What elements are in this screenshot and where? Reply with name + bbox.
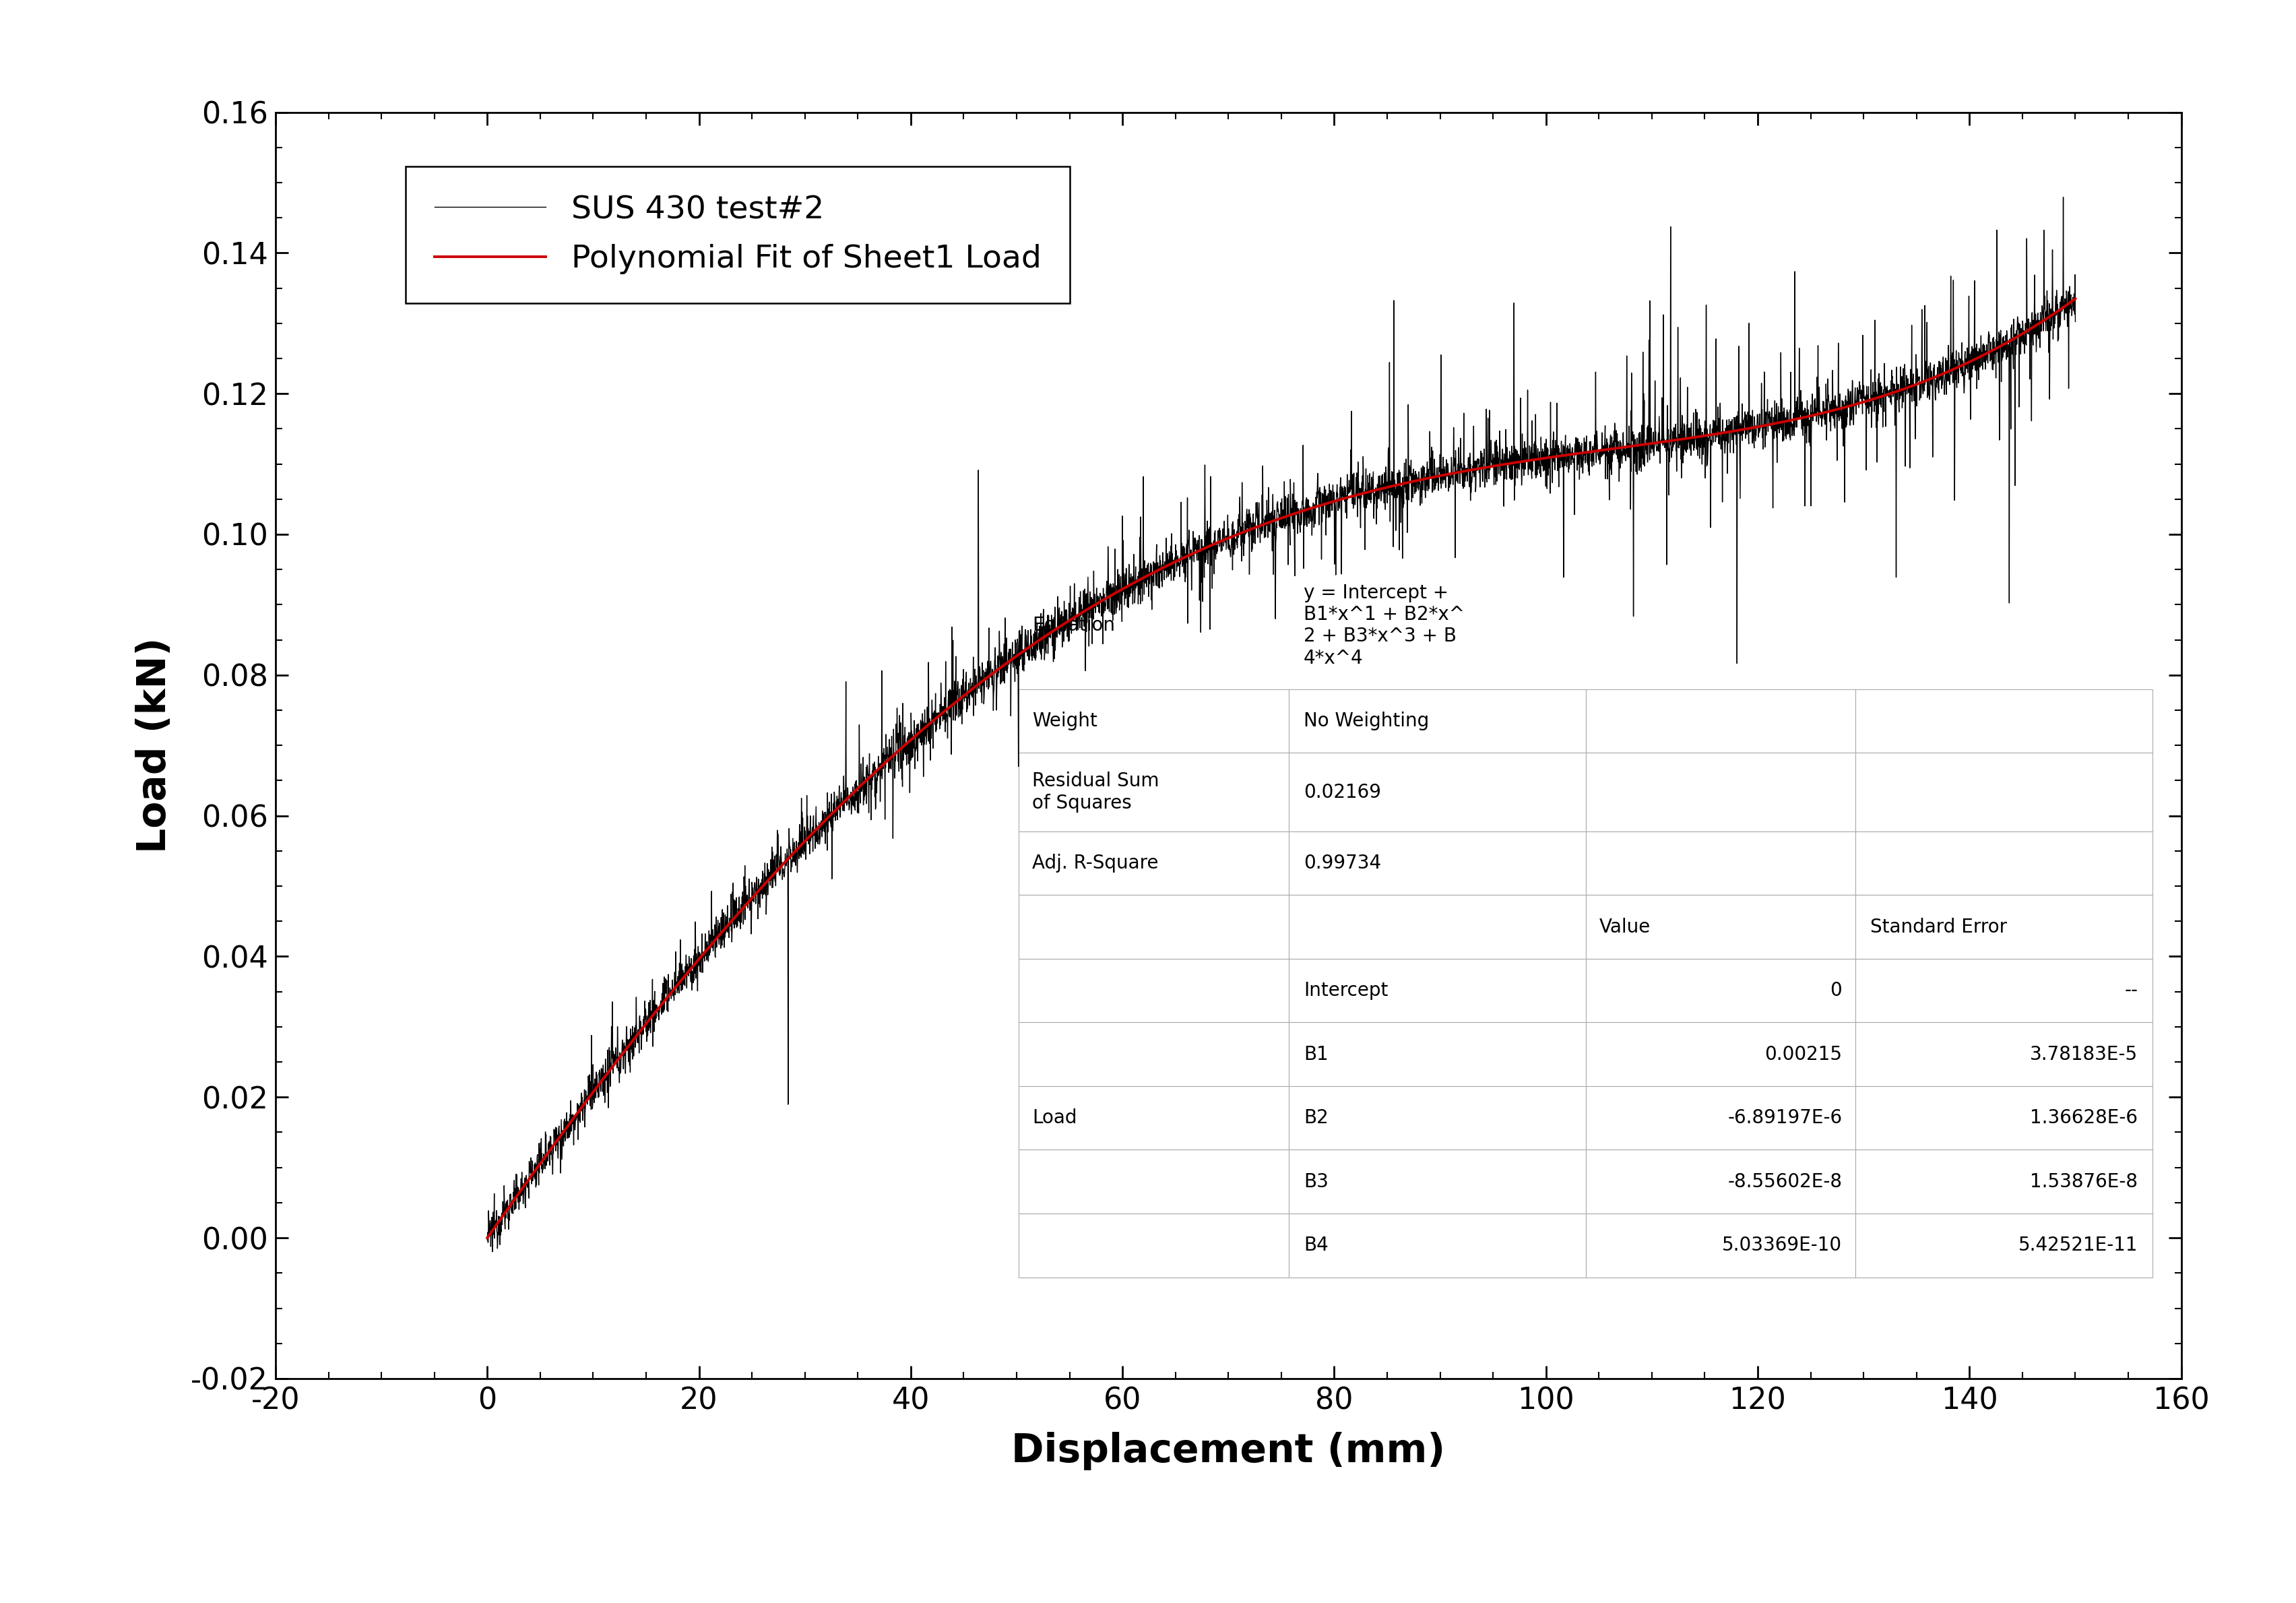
SUS 430 test#2 xyxy=(1779,420,1807,439)
Line: Polynomial Fit of Sheet1 Load: Polynomial Fit of Sheet1 Load xyxy=(487,298,2076,1238)
Line: SUS 430 test#2: SUS 430 test#2 xyxy=(487,197,2076,1252)
SUS 430 test#2 xyxy=(1426,446,1453,465)
X-axis label: Displacement (mm): Displacement (mm) xyxy=(1010,1431,1446,1470)
Polynomial Fit of Sheet1 Load xyxy=(1410,470,1437,489)
SUS 430 test#2 xyxy=(762,858,790,877)
Polynomial Fit of Sheet1 Load xyxy=(473,1228,501,1247)
Y-axis label: Load (kN): Load (kN) xyxy=(135,638,174,853)
Polynomial Fit of Sheet1 Load xyxy=(2062,289,2089,308)
SUS 430 test#2 xyxy=(1506,454,1534,473)
SUS 430 test#2 xyxy=(1081,592,1109,611)
Polynomial Fit of Sheet1 Load xyxy=(1534,449,1561,468)
Legend: SUS 430 test#2, Polynomial Fit of Sheet1 Load: SUS 430 test#2, Polynomial Fit of Sheet1… xyxy=(406,167,1070,303)
SUS 430 test#2 xyxy=(478,1242,505,1262)
Polynomial Fit of Sheet1 Load xyxy=(755,870,783,890)
SUS 430 test#2 xyxy=(2062,313,2089,332)
SUS 430 test#2 xyxy=(1658,441,1685,460)
SUS 430 test#2 xyxy=(2050,188,2078,207)
Polynomial Fit of Sheet1 Load xyxy=(882,744,909,763)
SUS 430 test#2 xyxy=(473,1231,501,1250)
Polynomial Fit of Sheet1 Load xyxy=(1669,430,1697,449)
Polynomial Fit of Sheet1 Load xyxy=(1192,539,1219,558)
